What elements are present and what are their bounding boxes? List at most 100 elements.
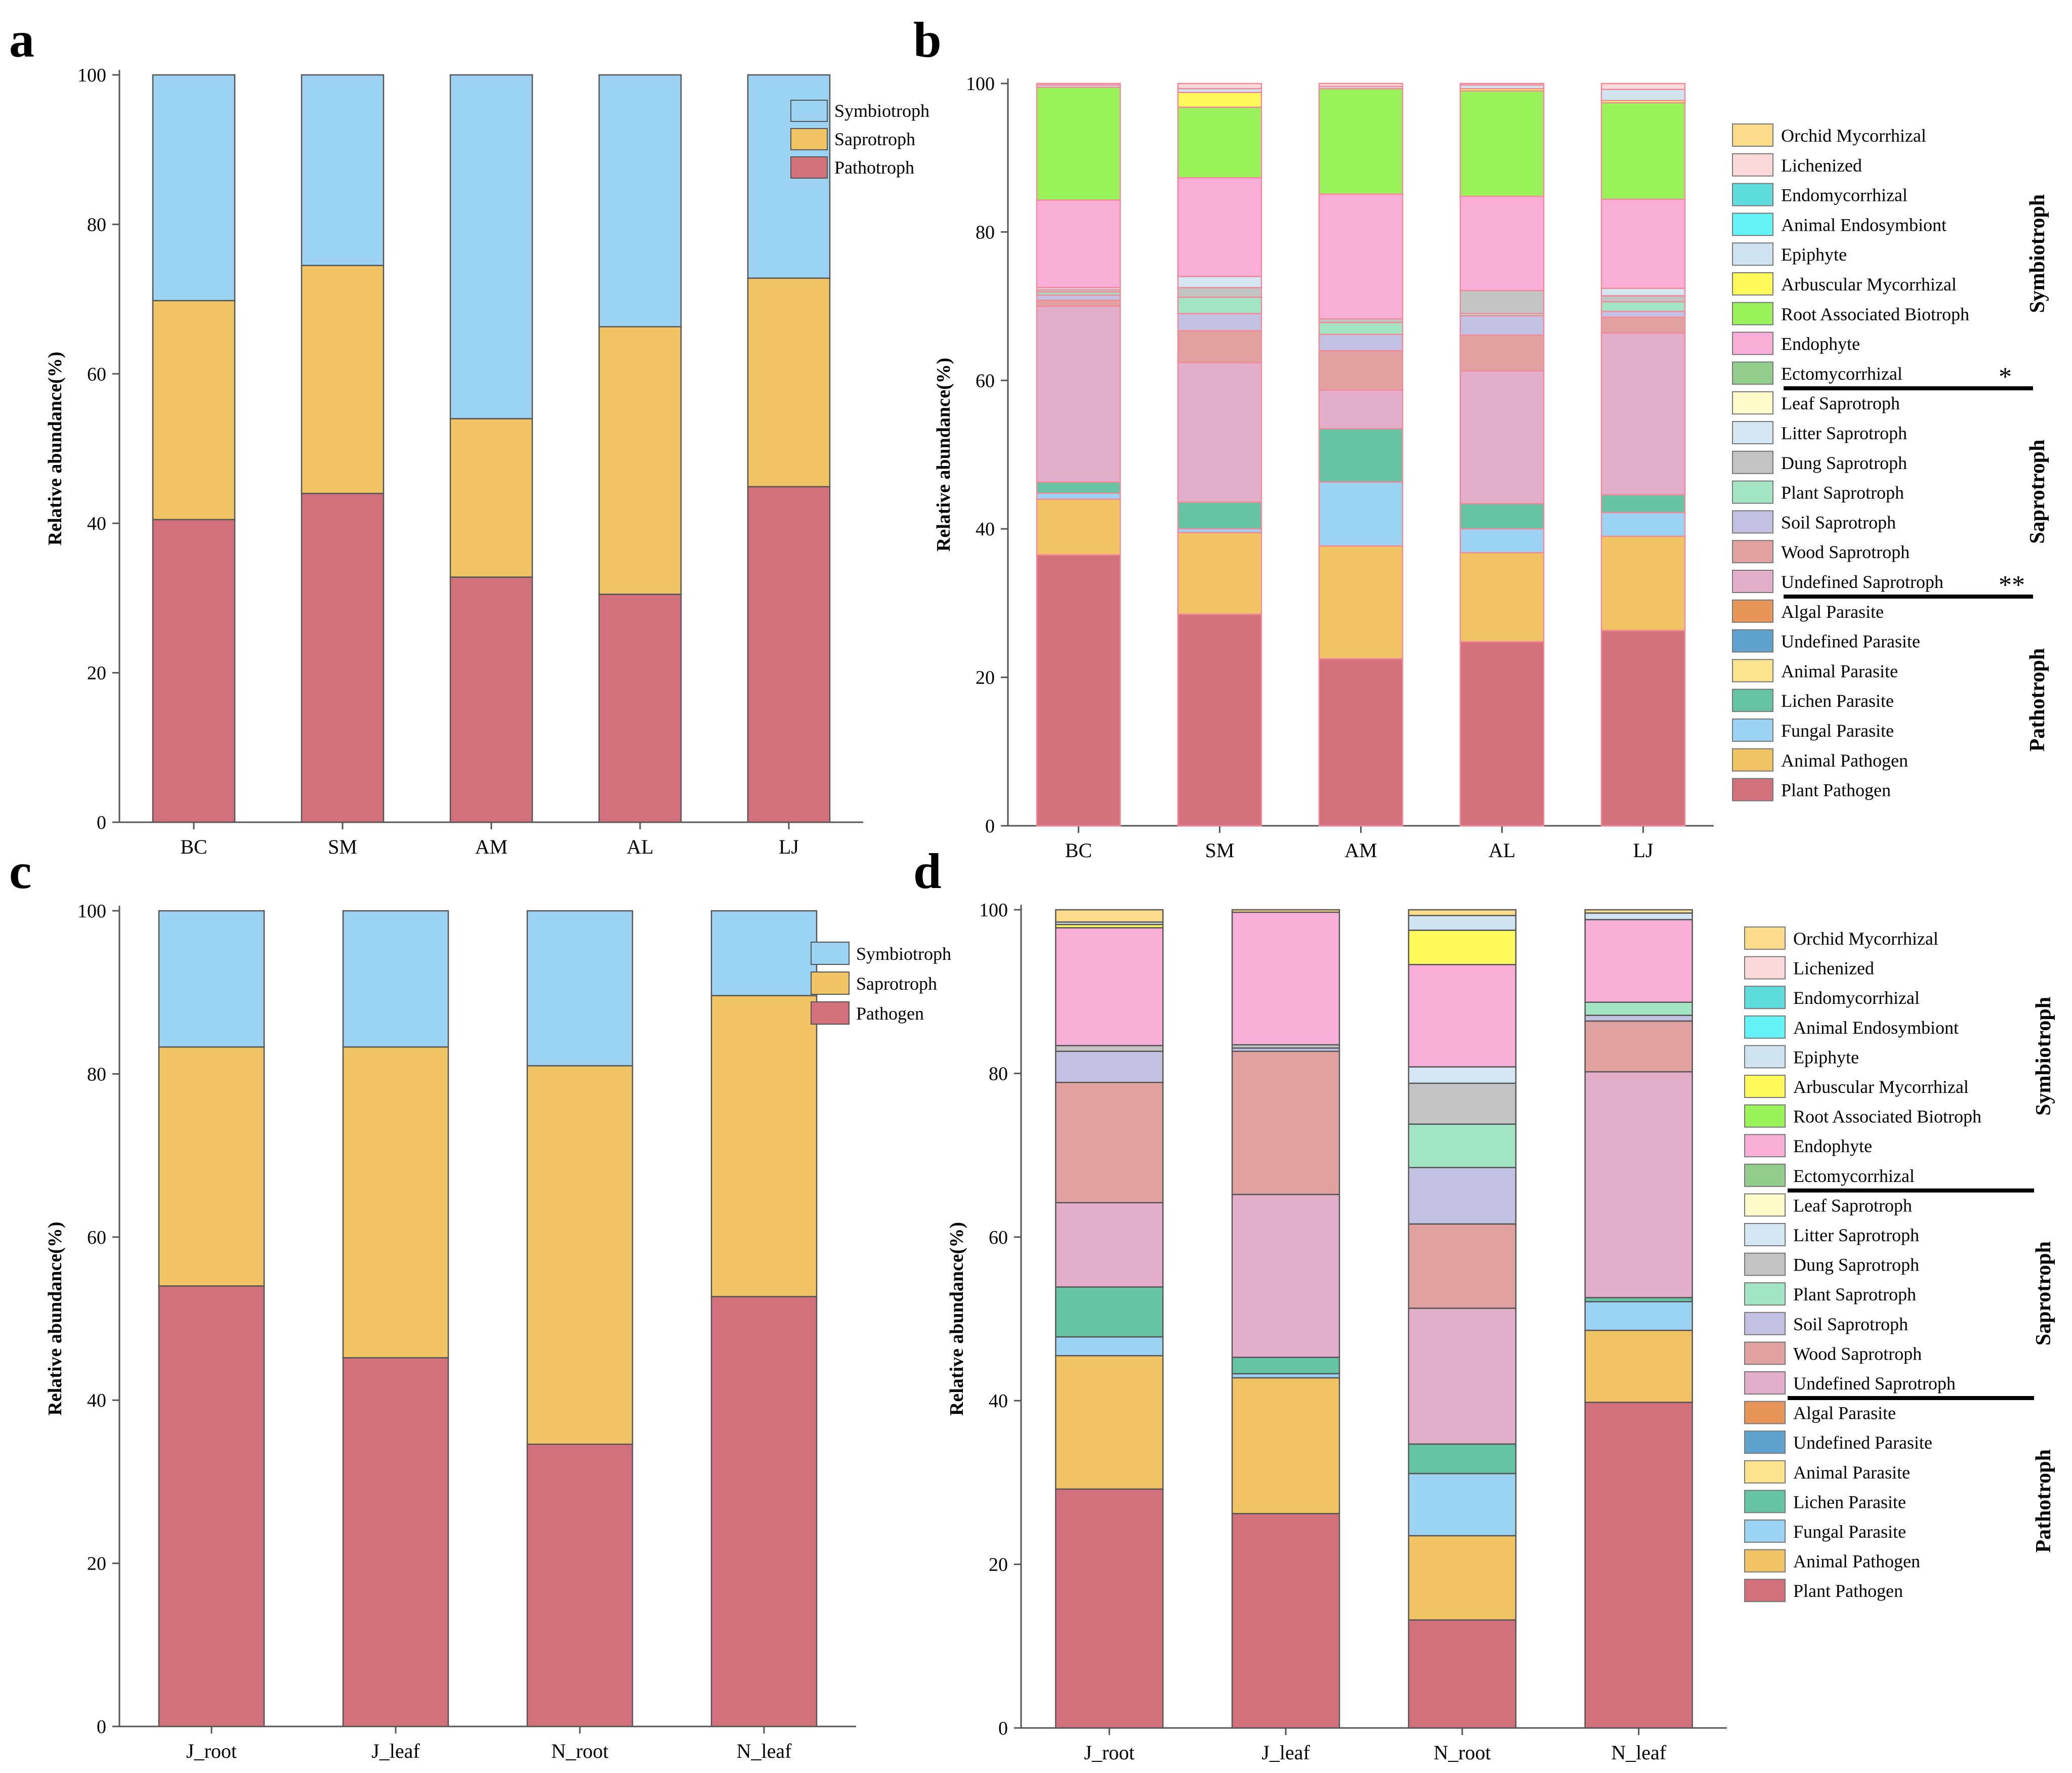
legend-group-label-symbiotroph: Symbiotroph (2032, 997, 2055, 1116)
x-tick-label-n-root: N_root (551, 1740, 608, 1762)
bar-segment-lichenized-sm (1177, 82, 1262, 90)
bar-segment-plant-pathogen-n-root (1408, 1619, 1517, 1729)
bar-segment-epiphyte-lj (1600, 89, 1686, 101)
bar-segment-lichenized-bc (1036, 82, 1121, 86)
bar-segment-pathogen-j-root (158, 1285, 265, 1727)
legend-swatch-plant-pathogen (1744, 1579, 1786, 1602)
y-tick-label: 20 (989, 1554, 1008, 1576)
x-tick-label-n-root: N_root (1433, 1741, 1491, 1764)
x-tick-label-sm: SM (1205, 839, 1235, 862)
x-tick-label-j-leaf: J_leaf (371, 1740, 420, 1762)
bar-segment-saprotroph-n-root (526, 1065, 633, 1445)
bar-segment-symbiotroph-bc (152, 74, 236, 302)
legend-label-lichenized: Lichenized (1781, 155, 1862, 176)
x-tick-label-j-leaf: J_leaf (1261, 1741, 1310, 1764)
bar-segment-wood-saprotroph-bc (1036, 300, 1121, 307)
legend-group-label-pathotroph: Pathotroph (2032, 1449, 2055, 1553)
legend-swatch-algal-parasite (1744, 1401, 1786, 1424)
y-tick-label: 100 (979, 900, 1008, 921)
legend-swatch-ectomycorrhizal (1744, 1163, 1786, 1187)
bar-segment-saprotroph-j-leaf (342, 1046, 449, 1359)
bar-segment-saprotroph-sm (301, 265, 385, 494)
bar-segment-litter-saprotroph-lj (1600, 287, 1686, 297)
legend-label-orchid-mycorrhizal: Orchid Mycorrhizal (1781, 125, 1926, 146)
legend-label-undefined-saprotroph: Undefined Saprotroph (1793, 1373, 1956, 1394)
bar-segment-root-associated-biotroph-bc (1036, 87, 1121, 201)
bar-segment-endophyte-j-leaf (1231, 911, 1340, 1046)
legend-label-arbuscular-mycorrhizal: Arbuscular Mycorrhizal (1781, 274, 1957, 294)
legend-label-soil-saprotroph: Soil Saprotroph (1781, 512, 1896, 532)
legend-label-epiphyte: Epiphyte (1781, 244, 1847, 265)
legend-swatch-endomycorrhizal (1732, 183, 1773, 206)
legend-label-symbiotroph: Symbiotroph (856, 944, 951, 964)
y-tick-label: 0 (97, 812, 106, 833)
y-tick-label: 100 (966, 73, 995, 95)
y-tick-label: 40 (87, 1390, 106, 1411)
legend-swatch-endomycorrhizal (1744, 986, 1786, 1009)
y-tick-label: 60 (989, 1227, 1008, 1248)
bar-segment-undefined-saprotroph-lj (1600, 332, 1686, 495)
bar-segment-dung-saprotroph-al (1459, 290, 1545, 315)
bar-segment-plant-saprotroph-n-leaf (1584, 1001, 1693, 1016)
legend-swatch-plant-saprotroph (1744, 1282, 1786, 1306)
bar-segment-plant-saprotroph-n-root (1408, 1123, 1517, 1168)
y-tick-label: 40 (87, 513, 106, 534)
bar-segment-fungal-parasite-al (1459, 528, 1545, 554)
legend-swatch-saprotroph (811, 972, 850, 995)
y-tick-label: 20 (87, 1553, 106, 1575)
legend-swatch-lichen-parasite (1732, 689, 1773, 712)
x-tick-label-n-leaf: N_leaf (737, 1740, 792, 1762)
bar-segment-litter-saprotroph-sm (1177, 276, 1262, 288)
y-tick-label: 60 (87, 1227, 106, 1248)
y-tick-label: 40 (976, 519, 995, 540)
legend-label-root-associated-biotroph: Root Associated Biotroph (1793, 1107, 1981, 1127)
legend-swatch-plant-saprotroph (1732, 480, 1773, 504)
bar-segment-plant-saprotroph-am (1318, 322, 1404, 335)
bar-segment-saprotroph-n-leaf (710, 995, 818, 1297)
bar-segment-soil-saprotroph-lj (1600, 311, 1686, 318)
legend-swatch-orchid-mycorrhizal (1744, 926, 1786, 950)
bar-segment-pathotroph-sm (301, 492, 385, 823)
bar-segment-soil-saprotroph-n-leaf (1584, 1015, 1693, 1022)
bar-segment-endophyte-n-leaf (1584, 919, 1693, 1003)
bar-segment-pathotroph-bc (152, 519, 236, 823)
legend-label-fungal-parasite: Fungal Parasite (1781, 721, 1894, 741)
legend-swatch-arbuscular-mycorrhizal (1732, 272, 1773, 296)
legend-label-lichen-parasite: Lichen Parasite (1793, 1492, 1906, 1512)
bar-segment-soil-saprotroph-al (1459, 315, 1545, 336)
bar-segment-epiphyte-n-root (1408, 915, 1517, 931)
legend-label-plant-saprotroph: Plant Saprotroph (1793, 1284, 1916, 1304)
legend-swatch-root-associated-biotroph (1744, 1104, 1786, 1128)
bar-segment-plant-pathogen-bc (1036, 554, 1121, 827)
legend-swatch-animal-pathogen (1744, 1549, 1786, 1573)
legend-swatch-orchid-mycorrhizal (1732, 123, 1773, 147)
bar-segment-saprotroph-j-root (158, 1046, 265, 1287)
y-tick-label: 80 (87, 214, 106, 235)
y-tick-label: 60 (87, 364, 106, 385)
bar-segment-plant-pathogen-j-leaf (1231, 1513, 1340, 1729)
legend-label-ectomycorrhizal: Ectomycorrhizal (1793, 1166, 1915, 1186)
legend-swatch-root-associated-biotroph (1732, 302, 1773, 325)
legend-label-lichenized: Lichenized (1793, 958, 1874, 979)
legend-label-dung-saprotroph: Dung Saprotroph (1793, 1255, 1919, 1275)
x-tick-label-sm: SM (328, 835, 357, 858)
legend-label-symbiotroph: Symbiotroph (834, 101, 929, 121)
bar-segment-soil-saprotroph-am (1318, 333, 1404, 352)
bar-segment-endophyte-bc (1036, 199, 1121, 288)
y-axis-label: Relative abundance(%) (45, 1221, 66, 1415)
legend-label-endophyte: Endophyte (1793, 1136, 1872, 1156)
bar-segment-animal-pathogen-n-root (1408, 1535, 1517, 1621)
panel-label-b: b (913, 12, 942, 68)
bar-segment-wood-saprotroph-am (1318, 350, 1404, 391)
bar-segment-wood-saprotroph-j-leaf (1231, 1050, 1340, 1195)
bar-segment-pathogen-n-root (526, 1443, 633, 1727)
legend-swatch-undefined-parasite (1744, 1430, 1786, 1454)
legend-label-litter-saprotroph: Litter Saprotroph (1793, 1225, 1919, 1245)
bar-segment-fungal-parasite-lj (1600, 512, 1686, 537)
bar-segment-animal-pathogen-n-leaf (1584, 1329, 1693, 1403)
legend-label-epiphyte: Epiphyte (1793, 1047, 1859, 1067)
y-axis-label: Relative abundance(%) (933, 358, 954, 552)
legend-label-saprotroph: Saprotroph (834, 129, 915, 149)
legend-group-label-symbiotroph: Symbiotroph (2026, 194, 2049, 313)
y-tick-label: 80 (976, 222, 995, 243)
